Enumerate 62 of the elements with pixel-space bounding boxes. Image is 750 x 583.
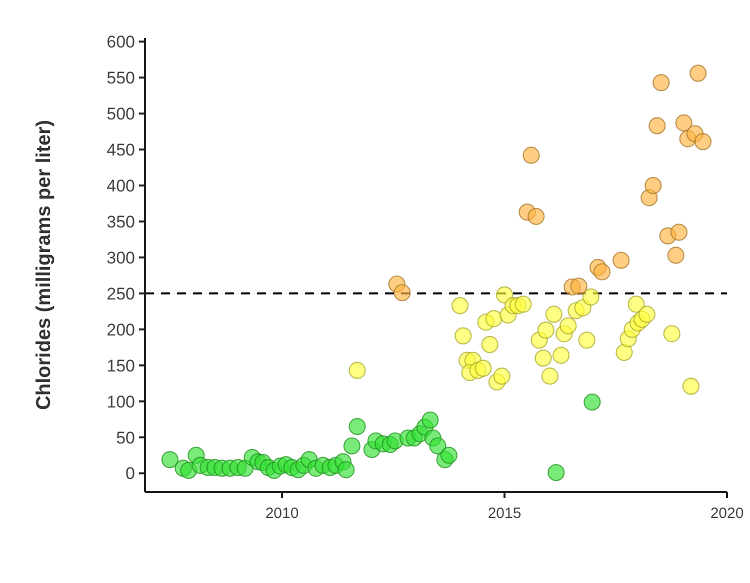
point bbox=[584, 393, 601, 411]
y-tick-label: 350 bbox=[106, 212, 135, 232]
x-tick-label: 2015 bbox=[488, 505, 522, 522]
point bbox=[578, 332, 596, 349]
point bbox=[628, 296, 645, 313]
y-tick-label: 500 bbox=[106, 104, 135, 124]
point bbox=[514, 296, 532, 313]
y-tick-label: 0 bbox=[126, 464, 135, 484]
point bbox=[454, 327, 472, 344]
point bbox=[675, 114, 692, 132]
x-tick-label: 2020 bbox=[710, 505, 744, 522]
point bbox=[343, 437, 361, 455]
point bbox=[348, 362, 366, 380]
point bbox=[652, 74, 670, 92]
point bbox=[570, 278, 588, 295]
point bbox=[545, 306, 563, 323]
x-tick-label: 2010 bbox=[265, 505, 299, 522]
point bbox=[689, 64, 707, 82]
y-tick-label: 300 bbox=[106, 248, 135, 268]
point bbox=[422, 411, 439, 429]
y-tick-label: 250 bbox=[106, 284, 135, 304]
y-tick-label: 150 bbox=[106, 356, 135, 376]
y-tick-label: 100 bbox=[106, 392, 135, 412]
point bbox=[682, 378, 700, 395]
point bbox=[451, 297, 469, 314]
point bbox=[694, 133, 712, 150]
point bbox=[522, 146, 540, 164]
point bbox=[638, 306, 656, 323]
point bbox=[537, 322, 555, 339]
point bbox=[552, 346, 570, 364]
point bbox=[440, 446, 458, 464]
point bbox=[348, 418, 366, 436]
point bbox=[560, 317, 577, 334]
point bbox=[534, 350, 552, 367]
point bbox=[541, 368, 559, 385]
point bbox=[481, 336, 498, 354]
point bbox=[616, 344, 633, 362]
point bbox=[485, 310, 502, 328]
point bbox=[644, 176, 662, 194]
point bbox=[663, 325, 680, 342]
point bbox=[338, 461, 355, 478]
point bbox=[161, 451, 179, 468]
y-tick-label: 550 bbox=[106, 68, 135, 88]
point bbox=[593, 263, 611, 280]
point bbox=[496, 286, 514, 304]
point bbox=[429, 437, 446, 455]
point bbox=[670, 224, 688, 241]
point bbox=[582, 288, 600, 306]
y-tick-label: 450 bbox=[106, 140, 135, 160]
y-axis-title: Chlorides (milligrams per liter) bbox=[33, 120, 55, 410]
y-tick-label: 400 bbox=[106, 176, 135, 196]
point bbox=[493, 368, 510, 385]
point bbox=[648, 117, 666, 134]
point bbox=[474, 360, 492, 377]
y-tick-label: 200 bbox=[106, 320, 135, 340]
point bbox=[548, 464, 565, 482]
y-tick-label: 600 bbox=[106, 32, 135, 52]
point bbox=[612, 252, 630, 269]
point bbox=[667, 246, 684, 264]
y-tick-label: 50 bbox=[116, 428, 135, 448]
point bbox=[394, 284, 411, 302]
point bbox=[528, 208, 545, 226]
